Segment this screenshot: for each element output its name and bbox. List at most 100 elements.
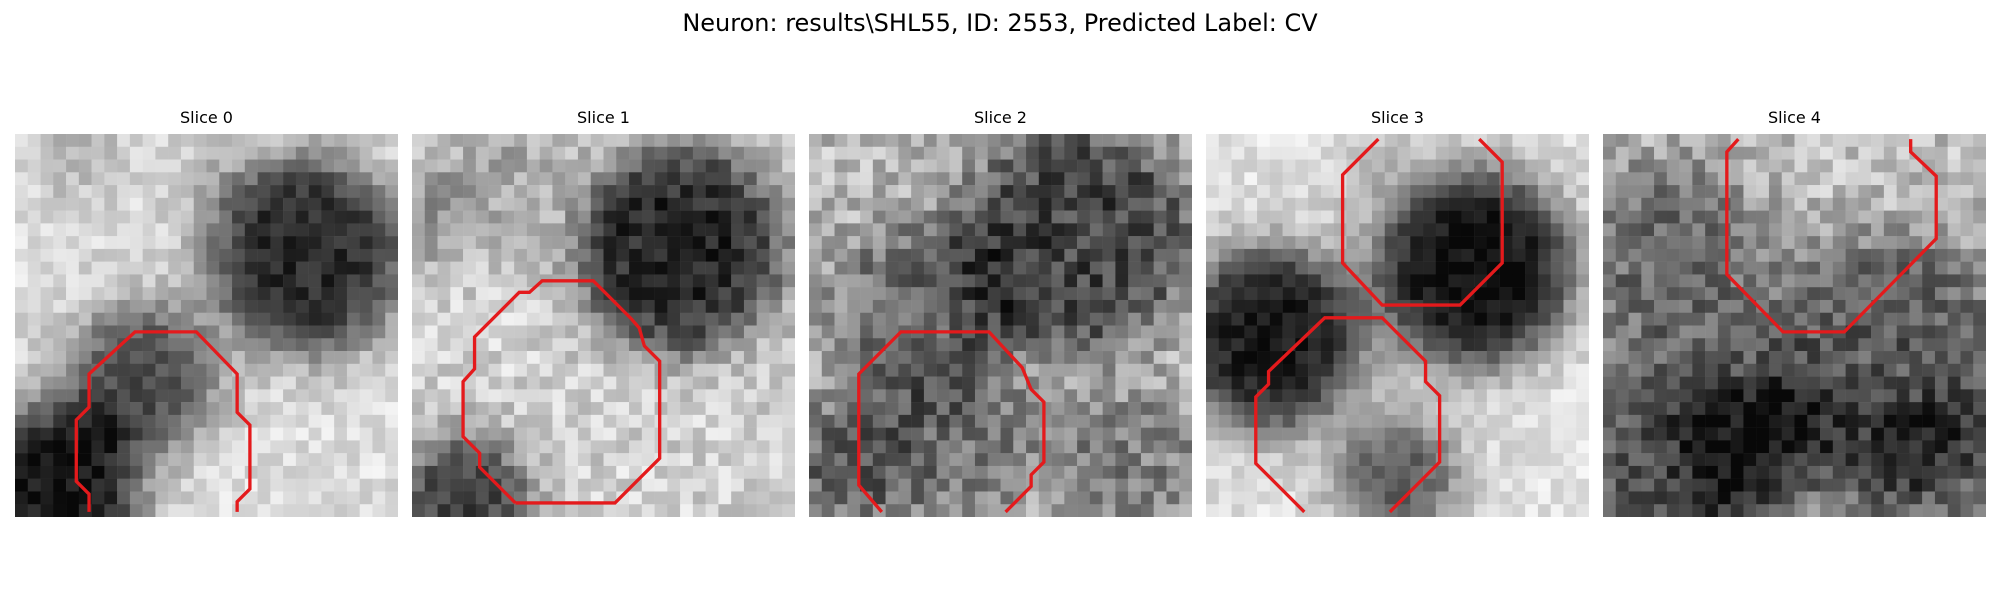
pixel-cell (372, 414, 386, 428)
pixel-cell (1909, 389, 1923, 403)
pixel-cell (1026, 351, 1040, 365)
pixel-cell (1384, 197, 1398, 211)
pixel-cell (270, 312, 284, 326)
pixel-cell (885, 478, 899, 492)
pixel-cell (412, 363, 426, 377)
pixel-cell (936, 223, 950, 237)
pixel-cell (872, 172, 886, 186)
pixel-cell (872, 491, 886, 505)
pixel-cell (1845, 440, 1859, 454)
pixel-cell (1679, 274, 1693, 288)
pixel-cell (1013, 376, 1027, 390)
pixel-cell (1883, 223, 1897, 237)
pixel-cell (629, 312, 643, 326)
pixel-cell (1717, 491, 1731, 505)
pixel-cell (1064, 185, 1078, 199)
pixel-cell (1628, 414, 1642, 428)
pixel-cell (321, 134, 335, 148)
pixel-cell (1858, 172, 1872, 186)
pixel-cell (1973, 223, 1986, 237)
pixel-cell (1461, 440, 1475, 454)
pixel-cell (1474, 261, 1488, 275)
pixel-cell (308, 351, 322, 365)
pixel-cell (1397, 210, 1411, 224)
pixel-cell (872, 197, 886, 211)
pixel-cell (667, 159, 681, 173)
pixel-cell (860, 453, 874, 467)
pixel-cell (1576, 440, 1589, 454)
pixel-cell (539, 197, 553, 211)
pixel-cell (962, 248, 976, 262)
pixel-cell (1051, 376, 1065, 390)
pixel-cell (244, 134, 258, 148)
pixel-cell (1730, 389, 1744, 403)
pixel-cell (385, 185, 398, 199)
pixel-cell (346, 223, 360, 237)
pixel-cell (1371, 210, 1385, 224)
pixel-cell (1064, 389, 1078, 403)
pixel-cell (1499, 261, 1513, 275)
pixel-cell (1871, 414, 1885, 428)
pixel-cell (603, 185, 617, 199)
pixel-cell (1153, 389, 1167, 403)
pixel-cell (769, 402, 783, 416)
pixel-cell (1537, 453, 1551, 467)
pixel-cell (1244, 351, 1258, 365)
pixel-cell (1026, 248, 1040, 262)
pixel-cell (1654, 427, 1668, 441)
pixel-cell (1807, 197, 1821, 211)
pixel-cell (1603, 261, 1617, 275)
pixel-cell (974, 248, 988, 262)
pixel-cell (629, 159, 643, 173)
pixel-cell (514, 159, 528, 173)
pixel-cell (1077, 325, 1091, 339)
pixel-cell (1206, 440, 1220, 454)
pixel-cell (1947, 197, 1961, 211)
pixel-cell (334, 261, 348, 275)
pixel-cell (1179, 351, 1192, 365)
pixel-cell (1102, 465, 1116, 479)
pixel-cell (1102, 312, 1116, 326)
pixel-cell (129, 274, 143, 288)
pixel-cell (1820, 197, 1834, 211)
pixel-cell (603, 427, 617, 441)
pixel-cell (1346, 389, 1360, 403)
pixel-cell (257, 440, 271, 454)
pixel-cell (667, 338, 681, 352)
pixel-cell (53, 427, 67, 441)
pixel-cell (872, 325, 886, 339)
pixel-cell (1576, 287, 1589, 301)
pixel-cell (1641, 134, 1655, 148)
pixel-cell (809, 159, 823, 173)
pixel-cell (526, 146, 540, 160)
pixel-cell (923, 402, 937, 416)
pixel-cell (1871, 504, 1885, 517)
pixel-cell (142, 223, 156, 237)
pixel-cell (514, 274, 528, 288)
pixel-cell (1448, 453, 1462, 467)
pixel-cell (782, 185, 795, 199)
pixel-cell (1051, 325, 1065, 339)
pixel-cell (987, 414, 1001, 428)
pixel-cell (705, 159, 719, 173)
pixel-cell (1820, 210, 1834, 224)
pixel-cell (53, 197, 67, 211)
pixel-cell (949, 261, 963, 275)
pixel-cell (514, 414, 528, 428)
pixel-cell (1038, 325, 1052, 339)
pixel-cell (1576, 210, 1589, 224)
pixel-cell (1499, 440, 1513, 454)
pixel-cell (219, 465, 233, 479)
pixel-cell (1896, 427, 1910, 441)
pixel-cell (1576, 351, 1589, 365)
pixel-cell (1666, 134, 1680, 148)
pixel-cell (539, 248, 553, 262)
pixel-cell (1359, 414, 1373, 428)
pixel-cell (437, 414, 451, 428)
pixel-cell (1499, 325, 1513, 339)
pixel-cell (295, 210, 309, 224)
pixel-cell (949, 223, 963, 237)
pixel-cell (782, 414, 795, 428)
pixel-cell (756, 223, 770, 237)
pixel-cell (936, 172, 950, 186)
